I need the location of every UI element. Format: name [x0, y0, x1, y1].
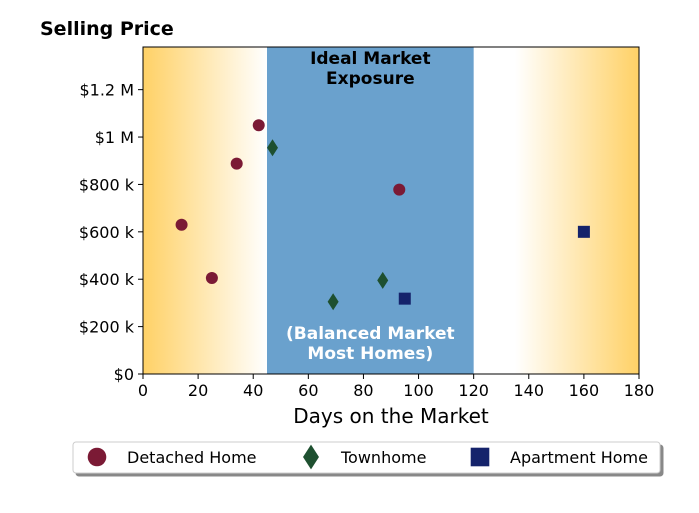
x-tick-label: 180 [624, 381, 655, 400]
x-tick-label: 160 [569, 381, 600, 400]
townhome-point [377, 271, 389, 289]
band-bottom-label: Most Homes) [307, 344, 433, 364]
x-tick-label: 140 [514, 381, 545, 400]
apartment-home-point [577, 225, 590, 238]
detached-home-point [230, 157, 243, 170]
x-tick-label: 0 [138, 381, 148, 400]
y-tick-label: $600 k [79, 223, 135, 242]
x-tick-label: 40 [243, 381, 263, 400]
detached-home-point [175, 218, 188, 231]
x-tick-label: 20 [188, 381, 208, 400]
x-tick-label: 60 [298, 381, 318, 400]
townhome-point [327, 293, 339, 311]
x-axis-title: Days on the Market [293, 404, 489, 428]
band-top-label: Ideal Market [310, 49, 431, 69]
detached-home-point [393, 183, 406, 196]
chart-title: Selling Price [40, 18, 174, 40]
legend-label: Apartment Home [510, 448, 648, 467]
plot-frame [142, 46, 640, 375]
y-tick-label: $800 k [79, 175, 135, 194]
detached-home-point [252, 119, 265, 132]
band-bottom-label: (Balanced Market [286, 324, 455, 344]
detached-home-point [205, 272, 218, 285]
legend-marker-diamond [303, 444, 319, 470]
y-tick-label: $400 k [79, 270, 135, 289]
legend: Detached Home Townhome Apartment Home [72, 441, 661, 474]
band-top-label: Exposure [326, 69, 415, 89]
apartment-home-point [398, 292, 411, 305]
legend-marker-square [470, 447, 490, 467]
legend-box [72, 441, 661, 474]
y-tick-label: $1.2 M [79, 81, 134, 100]
townhome-point [267, 139, 279, 157]
x-tick-label: 80 [353, 381, 373, 400]
y-tick-label: $1 M [95, 128, 134, 147]
x-tick-label: 100 [403, 381, 434, 400]
legend-label: Detached Home [127, 448, 257, 467]
y-tick-label: $0 [114, 365, 134, 384]
legend-label: Townhome [340, 448, 426, 467]
x-tick-label: 120 [458, 381, 489, 400]
legend-marker-circle [87, 447, 107, 467]
ideal-exposure-band [267, 47, 474, 374]
y-tick-label: $200 k [79, 318, 135, 337]
